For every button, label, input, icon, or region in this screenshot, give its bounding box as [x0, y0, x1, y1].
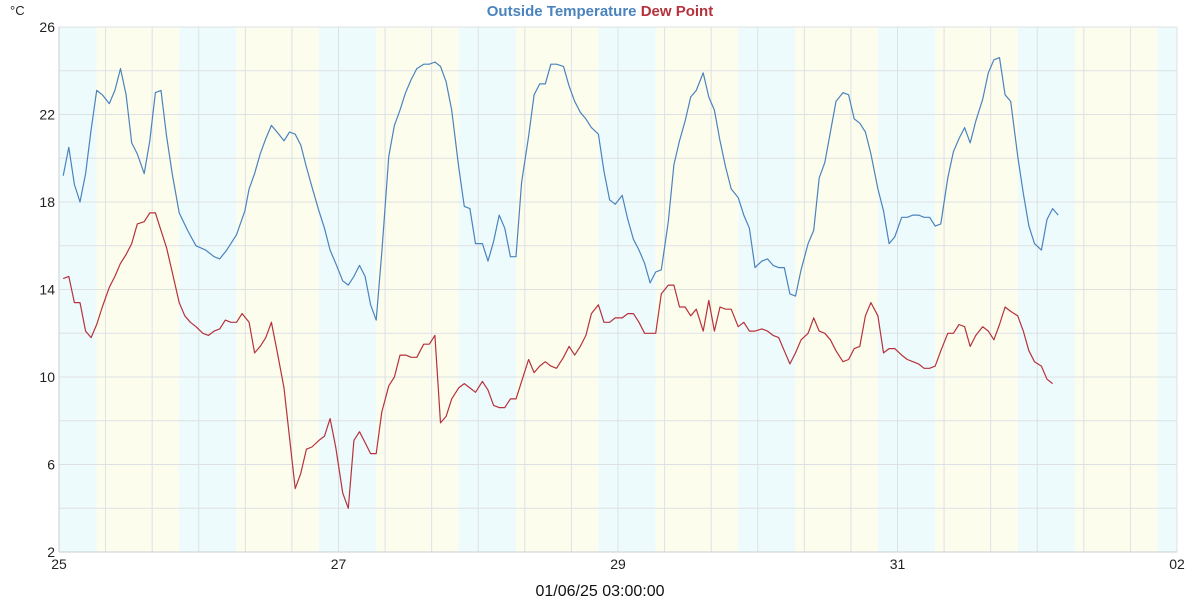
y-tick-label: 26	[39, 19, 55, 35]
x-tick-label: 27	[331, 556, 347, 572]
y-tick-label: 6	[47, 457, 55, 473]
x-tick-label: 31	[890, 556, 906, 572]
x-tick-label: 02	[1169, 556, 1185, 572]
series-lines	[62, 57, 1059, 509]
y-tick-label: 18	[39, 194, 55, 210]
x-tick-label: 25	[51, 556, 67, 572]
series-line-outside-temperature	[62, 57, 1059, 321]
y-axis-unit-label: °C	[10, 3, 25, 18]
legend-outside-temperature: Outside Temperature	[486, 3, 637, 20]
series-line-dew-point	[62, 212, 1053, 509]
y-tick-label: 2	[47, 544, 55, 560]
y-tick-label: 14	[39, 282, 55, 298]
x-tick-label: 29	[610, 556, 626, 572]
legend-dew-point: Dew Point	[640, 3, 714, 20]
y-tick-label: 10	[39, 369, 55, 385]
y-tick-label: 22	[39, 107, 55, 123]
chart-title: Outside Temperature Dew Point	[0, 3, 1200, 20]
x-axis-ticks: 25 27 29 31 02	[51, 556, 1185, 572]
chart-timestamp: 01/06/25 03:00:00	[535, 583, 665, 600]
